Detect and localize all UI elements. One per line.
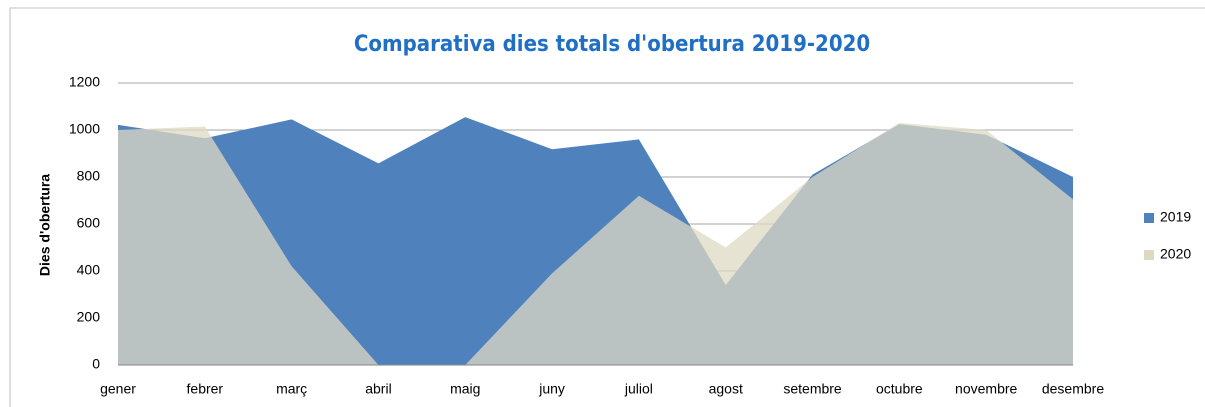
- x-tick-label: gener: [100, 381, 136, 397]
- y-tick-label: 600: [77, 215, 101, 231]
- y-tick-label: 1000: [69, 121, 100, 137]
- x-tick-label: maig: [450, 381, 480, 397]
- legend-swatch: [1144, 213, 1154, 223]
- x-tick-label: juliol: [624, 381, 653, 397]
- x-tick-label: març: [276, 381, 307, 397]
- y-tick-label: 800: [77, 168, 101, 184]
- legend-swatch: [1144, 250, 1154, 260]
- x-tick-label: juny: [538, 381, 565, 397]
- y-axis-title: Dies d'obertura: [37, 174, 53, 276]
- x-tick-label: desembre: [1042, 381, 1104, 397]
- x-tick-label: abril: [365, 381, 391, 397]
- x-tick-label: agost: [709, 381, 743, 397]
- legend-label: 2019: [1160, 209, 1191, 225]
- chart-frame: [9, 7, 1205, 407]
- legend-label: 2020: [1160, 246, 1191, 262]
- area: [118, 122, 1073, 365]
- x-tick-label: octubre: [876, 381, 923, 397]
- y-tick-label: 0: [92, 356, 100, 372]
- x-tick-label: setembre: [783, 381, 842, 397]
- chart-title: Comparativa dies totals d'obertura 2019-…: [354, 32, 870, 57]
- y-tick-label: 400: [77, 262, 101, 278]
- y-tick-label: 200: [77, 309, 101, 325]
- x-tick-label: febrer: [187, 381, 224, 397]
- y-tick-label: 1200: [69, 74, 100, 90]
- x-tick-label: novembre: [955, 381, 1017, 397]
